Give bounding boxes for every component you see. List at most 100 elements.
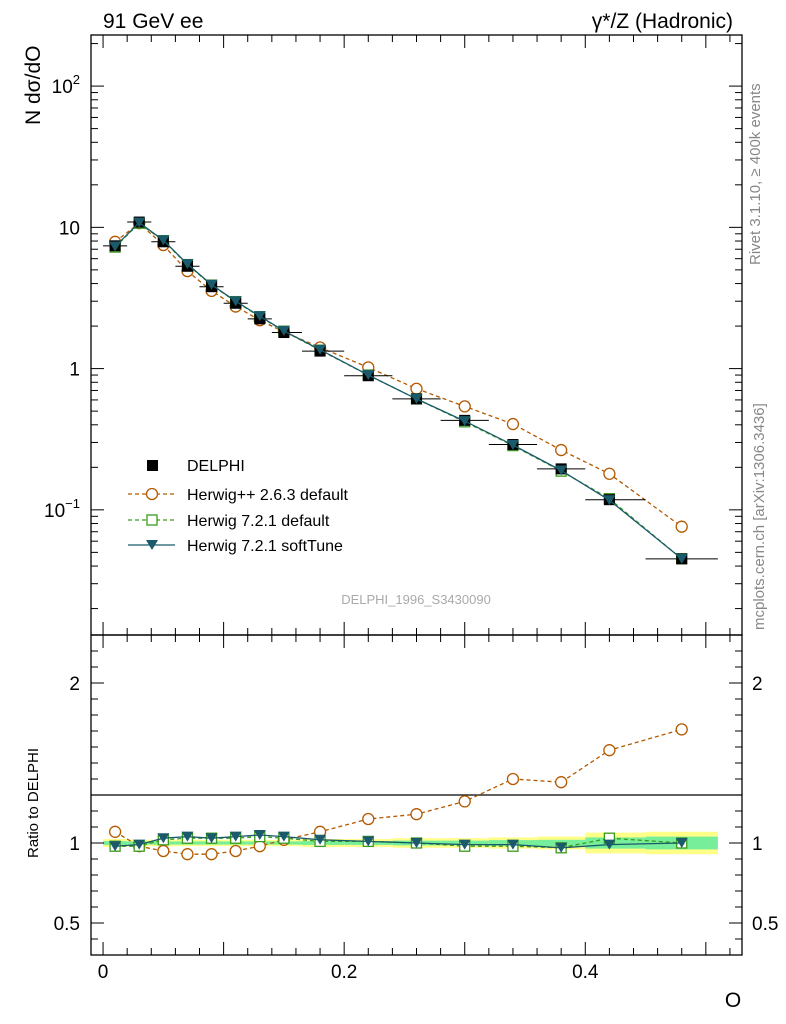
main-series-herwigpp <box>108 217 688 533</box>
main-panel: 10−1 1 10 102 <box>44 34 743 636</box>
side-rivet-label: Rivet 3.1.10, ≥ 400k events <box>747 83 764 265</box>
ratio-point-softtune <box>675 838 688 848</box>
x-tick-label: 0 <box>98 962 109 983</box>
main-point-softtune <box>253 311 266 322</box>
ratio-point-herwigpp <box>410 808 423 821</box>
ratio-y-tick-label-right: 0.5 <box>752 914 778 935</box>
main-line-herwigpp <box>114 222 683 528</box>
ratio-point-softtune <box>253 830 266 840</box>
legend-label-softtune: Herwig 7.2.1 softTune <box>187 538 343 555</box>
ratio-point-herwigpp <box>362 812 375 826</box>
main-y-tick-label: 102 <box>52 72 80 98</box>
legend-marker-herwig721 <box>146 514 158 526</box>
ratio-point-softtune <box>555 842 568 853</box>
main-point-herwigpp <box>603 467 616 480</box>
ratio-point-herwigpp <box>253 840 266 853</box>
ratio-frame <box>90 634 743 956</box>
side-mcplots-label: mcplots.cern.ch [arXiv:1306.3436] <box>751 403 768 630</box>
ratio-point-softtune <box>603 839 616 850</box>
ratio-point-herwigpp <box>603 744 616 757</box>
main-series-softtune <box>109 217 688 564</box>
legend-entry-softtune: Herwig 7.2.1 softTune <box>128 538 343 555</box>
legend-entry-data: DELPHI <box>147 458 245 475</box>
header-left-title: 91 GeV ee <box>103 10 203 33</box>
main-point-softtune <box>314 344 327 355</box>
ratio-line-herwigpp <box>114 728 682 855</box>
legend-entry-herwigpp: Herwig++ 2.6.3 default <box>128 487 349 504</box>
ratio-point-softtune <box>277 831 290 842</box>
ratio-series-softtune <box>109 830 688 853</box>
main-point-herwigpp <box>555 443 568 457</box>
ratio-point-herwigpp <box>675 723 688 736</box>
main-point-softtune <box>157 235 170 246</box>
x-tick-label: 0.2 <box>331 962 357 983</box>
ratio-y-tick-label-right: 1 <box>752 834 763 855</box>
legend-marker-herwigpp <box>145 487 159 501</box>
main-point-softtune <box>277 325 290 336</box>
main-point-herwigpp <box>675 520 688 533</box>
ratio-line-herwig721 <box>115 835 682 849</box>
ratio-point-softtune <box>229 831 242 842</box>
legend-label-data: DELPHI <box>187 458 245 475</box>
ratio-point-softtune <box>458 839 471 850</box>
main-point-softtune <box>133 217 146 228</box>
main-y-tick-label: 1 <box>69 360 80 381</box>
header-right-title: γ*/Z (Hadronic) <box>592 10 733 33</box>
x-tick-label: 0.4 <box>572 962 599 983</box>
ratio-y-tick-label: 2 <box>69 674 80 695</box>
main-point-herwigpp <box>458 400 471 413</box>
main-y-tick-label: 10 <box>59 218 80 239</box>
main-point-softtune <box>458 416 471 427</box>
main-point-softtune <box>362 370 375 381</box>
ratio-point-herwigpp <box>157 844 170 858</box>
ratio-point-softtune <box>205 833 218 844</box>
ratio-point-herwigpp <box>108 825 122 838</box>
ratio-point-herwigpp <box>555 776 568 789</box>
main-series-herwig721 <box>109 217 688 565</box>
legend-marker-data <box>147 460 158 471</box>
ratio-point-softtune <box>410 838 423 848</box>
legend-label-herwig721: Herwig 7.2.1 default <box>187 513 330 530</box>
x-axis-title: O <box>725 989 741 1012</box>
ratio-line-softtune <box>115 834 682 849</box>
main-point-softtune <box>410 393 423 404</box>
main-point-softtune <box>181 259 194 270</box>
main-line-softtune <box>114 221 683 560</box>
main-point-softtune <box>229 296 242 307</box>
legend-marker-softtune <box>146 540 158 550</box>
ratio-point-softtune <box>133 839 146 850</box>
main-point-softtune <box>555 465 568 476</box>
ratio-band-inner <box>585 837 646 849</box>
main-point-herwigpp <box>410 382 423 395</box>
ratio-y-tick-label-right: 2 <box>752 674 763 695</box>
ratio-point-herwigpp <box>229 844 242 858</box>
ratio-point-softtune <box>506 839 519 850</box>
ratio-panel: 0.5 0.5 1 1 2 2 0 0.2 0.4 <box>54 634 778 983</box>
main-point-softtune <box>205 279 218 290</box>
ratio-point-herwigpp <box>506 772 520 786</box>
ratio-point-softtune <box>314 834 327 845</box>
legend-label-herwigpp: Herwig++ 2.6.3 default <box>187 487 349 504</box>
legend: DELPHI Herwig++ 2.6.3 default Herwig 7.2… <box>128 458 349 555</box>
main-y-tick-label: 10−1 <box>44 496 80 522</box>
main-point-herwigpp <box>506 417 520 431</box>
main-point-softtune <box>506 439 519 450</box>
main-point-softtune <box>603 495 616 506</box>
ratio-point-herwigpp <box>205 848 218 861</box>
ratio-point-herwigpp <box>458 795 471 808</box>
ratio-y-tick-label: 1 <box>69 834 80 855</box>
main-y-axis-title: N dσ/dO <box>22 46 45 126</box>
ratio-point-softtune <box>362 836 375 847</box>
ratio-y-tick-label: 0.5 <box>54 914 80 935</box>
main-line-herwig721 <box>114 222 683 560</box>
ratio-point-softtune <box>181 831 194 842</box>
legend-entry-herwig721: Herwig 7.2.1 default <box>128 513 330 530</box>
ratio-y-axis-title: Ratio to DELPHI <box>25 748 42 858</box>
main-point-softtune <box>109 241 122 252</box>
main-point-softtune <box>675 553 688 564</box>
analysis-watermark: DELPHI_1996_S3430090 <box>341 592 491 607</box>
ratio-point-herwigpp <box>181 848 194 861</box>
ratio-point-softtune <box>109 841 122 852</box>
ratio-point-softtune <box>157 833 170 844</box>
